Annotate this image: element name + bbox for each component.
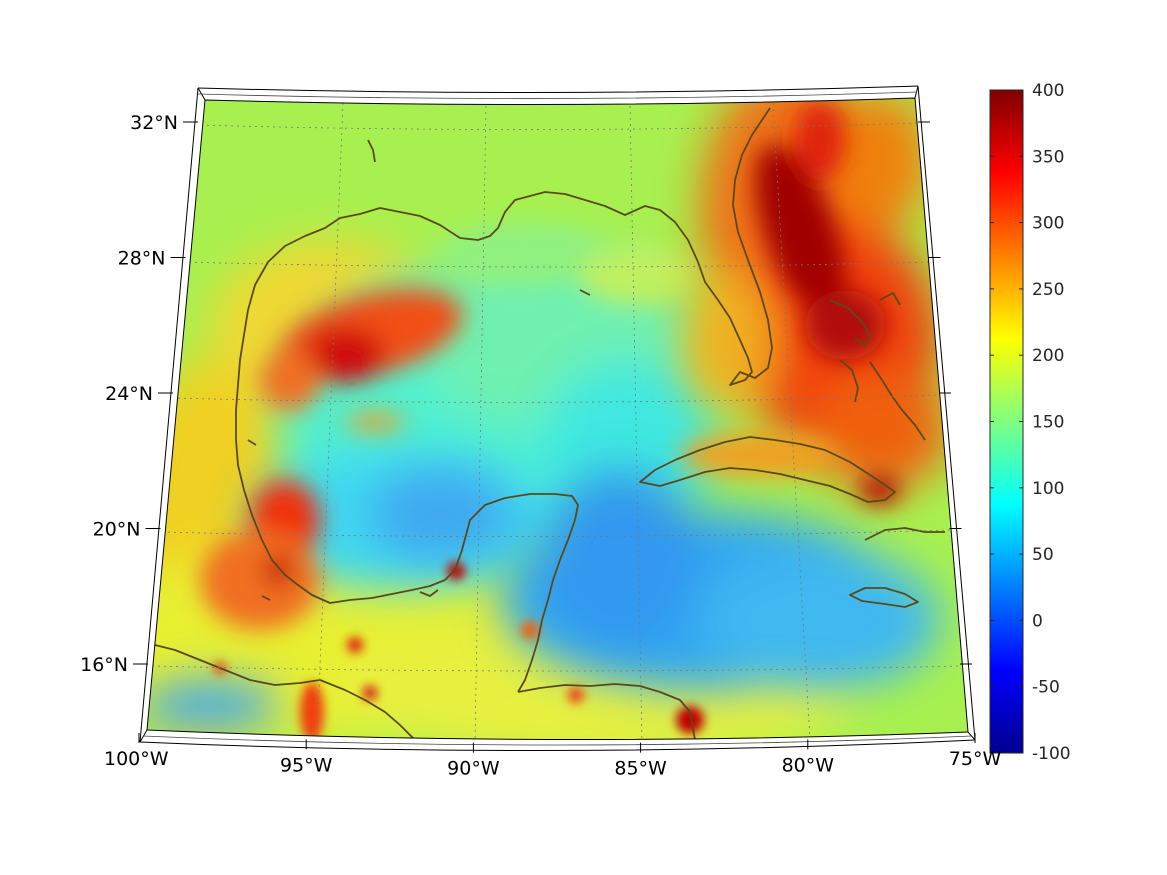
lon-tick-label: 95°W	[280, 754, 333, 776]
colorbar-tick-label: 50	[1032, 545, 1054, 565]
colorbar-tick-label: 400	[1032, 81, 1064, 101]
lat-tick-label: 16°N	[80, 654, 128, 676]
lon-tick-label: 85°W	[614, 758, 667, 780]
colorbar-tick-label: 0	[1032, 611, 1043, 631]
lat-tick-label: 32°N	[130, 112, 178, 134]
lat-tick-label: 24°N	[105, 383, 153, 405]
heatmap-field	[147, 98, 968, 740]
colorbar: 400 350 300 250 200 150 100 50 0 -50 -100	[989, 81, 1071, 764]
colorbar-ticks: 400 350 300 250 200 150 100 50 0 -50 -100	[990, 81, 1071, 764]
colorbar-tick-label: 350	[1032, 147, 1064, 167]
colorbar-tick-label: 150	[1032, 413, 1064, 433]
colorbar-gradient	[989, 89, 1024, 754]
coastlines	[154, 107, 945, 740]
colorbar-tick-label: -100	[1032, 744, 1071, 764]
lat-tick-label: 20°N	[93, 519, 141, 541]
lon-tick-label: 75°W	[949, 748, 1002, 770]
colorbar-tick-label: 300	[1032, 214, 1064, 234]
latitude-labels: 32°N 28°N 24°N 20°N 16°N	[80, 112, 178, 676]
colorbar-tick-label: 250	[1032, 280, 1064, 300]
lon-tick-label: 80°W	[782, 754, 835, 776]
colorbar-tick-label: 200	[1032, 346, 1064, 366]
lon-tick-label: 90°W	[447, 758, 500, 780]
frame-ticks	[133, 121, 976, 753]
graticule	[151, 102, 961, 740]
lon-tick-label: 100°W	[104, 748, 169, 770]
longitude-labels: 100°W 95°W 90°W 85°W 80°W 75°W	[104, 748, 1001, 780]
colorbar-tick-label: -50	[1032, 678, 1060, 698]
lat-tick-label: 28°N	[118, 248, 166, 270]
colorbar-tick-label: 100	[1032, 479, 1064, 499]
map-frame	[139, 85, 976, 752]
